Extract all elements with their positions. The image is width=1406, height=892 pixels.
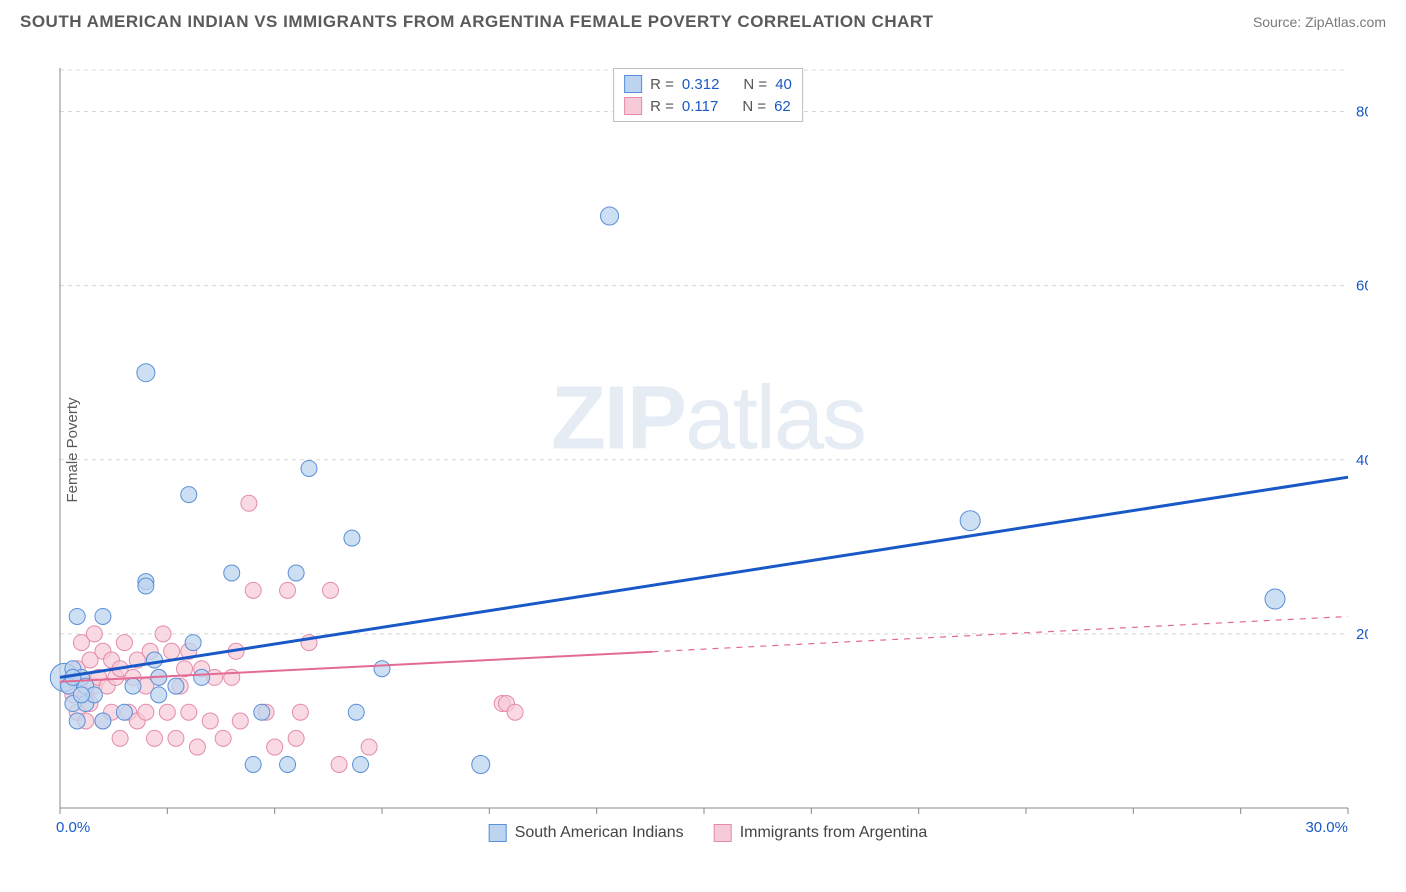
legend-n-val-0: 40	[775, 76, 792, 93]
svg-text:60.0%: 60.0%	[1356, 278, 1368, 295]
scatter-plot: 20.0% 40.0% 60.0% 80.0% 0.0% 30.0%	[48, 60, 1368, 840]
legend-bottom-swatch-0	[489, 824, 507, 842]
legend-bottom-item-1: Immigrants from Argentina	[714, 824, 928, 842]
legend-top-row-0: R = 0.312 N = 40	[624, 73, 792, 95]
legend-swatch-0	[624, 75, 642, 93]
legend-bottom-label-0: South American Indians	[515, 824, 684, 842]
legend-r-val-0: 0.312	[682, 76, 720, 93]
chart-source: Source: ZipAtlas.com	[1253, 14, 1386, 30]
svg-text:80.0%: 80.0%	[1356, 104, 1368, 121]
legend-bottom-label-1: Immigrants from Argentina	[740, 824, 928, 842]
legend-n-label-1: N =	[742, 98, 766, 115]
legend-n-val-1: 62	[774, 98, 791, 115]
legend-bottom-item-0: South American Indians	[489, 824, 684, 842]
chart-area: Female Poverty ZIPatlas 20.0%40.0%60.0%8…	[48, 60, 1368, 840]
legend-bottom: South American Indians Immigrants from A…	[489, 824, 928, 842]
legend-r-label-1: R =	[650, 98, 674, 115]
svg-text:40.0%: 40.0%	[1356, 452, 1368, 469]
chart-title: SOUTH AMERICAN INDIAN VS IMMIGRANTS FROM…	[20, 12, 934, 32]
legend-bottom-swatch-1	[714, 824, 732, 842]
legend-r-val-1: 0.117	[682, 98, 718, 115]
legend-top: R = 0.312 N = 40 R = 0.117 N = 62	[613, 68, 803, 122]
svg-text:0.0%: 0.0%	[56, 819, 90, 836]
chart-header: SOUTH AMERICAN INDIAN VS IMMIGRANTS FROM…	[0, 0, 1406, 40]
legend-r-label-0: R =	[650, 76, 674, 93]
legend-swatch-1	[624, 97, 642, 115]
svg-text:20.0%: 20.0%	[1356, 626, 1368, 643]
svg-text:30.0%: 30.0%	[1305, 819, 1348, 836]
legend-top-row-1: R = 0.117 N = 62	[624, 95, 792, 117]
legend-n-label-0: N =	[743, 76, 767, 93]
